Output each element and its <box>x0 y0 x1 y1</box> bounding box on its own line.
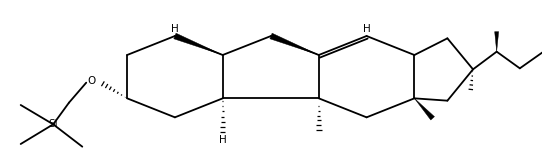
Polygon shape <box>174 33 223 55</box>
Polygon shape <box>270 33 319 55</box>
Text: Si: Si <box>48 119 58 129</box>
Text: O: O <box>87 76 95 86</box>
Text: H: H <box>219 135 227 145</box>
Polygon shape <box>495 32 499 52</box>
Text: H: H <box>171 24 179 34</box>
Polygon shape <box>415 98 435 120</box>
Text: H: H <box>363 24 371 34</box>
